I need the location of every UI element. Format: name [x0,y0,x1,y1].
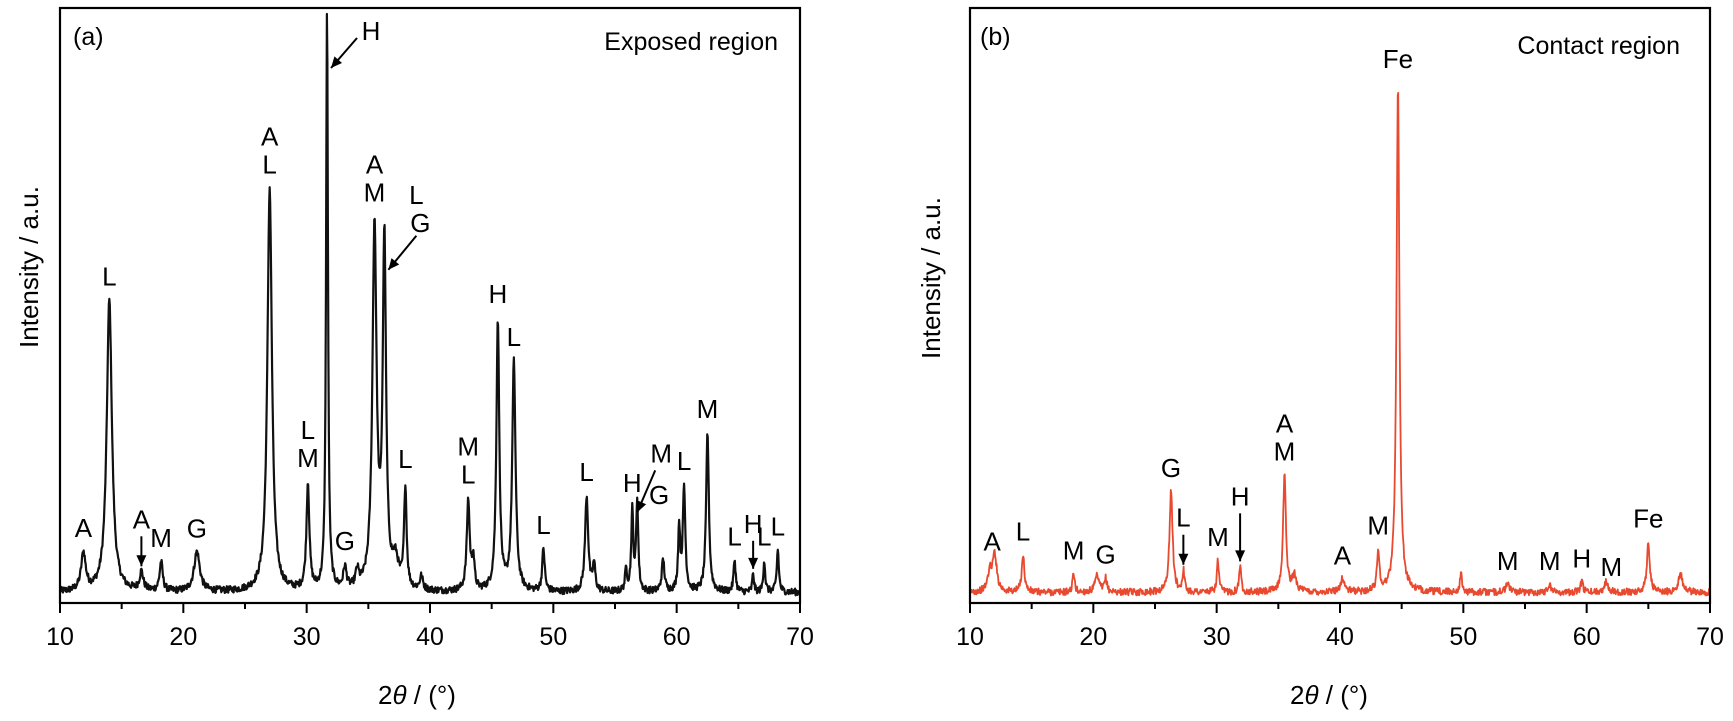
panel-a-peak-label: M [150,523,172,553]
panel-b-peak-label: M [1539,546,1561,576]
panel-b-x-axis-label-num: 2 [1290,680,1304,710]
panel-a-peak-label: M [297,443,319,473]
panel-a-peak-arrow-head [388,258,400,270]
panel-a-peak-label: M [650,438,672,468]
panel-a-x-axis-label-num: 2 [378,680,392,710]
panel-b-peak-label: A [1334,540,1352,570]
panel-b-peak-label: Fe [1633,504,1663,534]
panel-a-peak-arrow-head [748,557,759,569]
panel-b-peak-label: Fe [1383,44,1413,74]
panel-b-xrd-pattern-line [969,92,1711,597]
panel-b-peak-label: A [984,526,1002,556]
panel-b-x-tick-label: 60 [1573,623,1601,651]
panel-b-x-tick-label: 20 [1079,623,1107,651]
panel-b-y-axis-label: Intensity / a.u. [916,197,946,359]
panel-a-exposed-region: Intensity / a.u. (a) Exposed region 2θ /… [14,6,814,710]
panel-b-peak-label: L [1176,503,1190,533]
panel-b-x-tick-label: 40 [1326,623,1354,651]
panel-b-peak-label: A [1276,408,1294,438]
panel-a-peak-label: H [744,509,763,539]
panel-b-x-tick-label: 70 [1696,623,1724,651]
panel-b-contact-region: Intensity / a.u. (b) Contact region 2θ /… [916,6,1724,710]
panel-b-peak-label: M [1367,511,1389,541]
panel-a-peak-label: L [301,415,315,445]
panel-b-peak-label: L [1016,517,1030,547]
panel-b-x-tick-label: 10 [956,623,984,651]
panel-a-peak-label: L [536,510,550,540]
panel-a-peak-label: H [362,16,381,46]
panel-b-peak-arrow-head [1235,550,1246,562]
panel-a-x-axis-label-unit: / (°) [407,680,456,710]
panel-a-peak-label: A [261,122,279,152]
panel-b-x-axis-label: 2θ / (°) [1290,680,1368,710]
panel-b-peak-label: H [1572,544,1591,574]
panel-a-peak-label: H [488,279,507,309]
panel-b-x-axis-label-theta: θ [1304,680,1318,710]
panel-a-y-axis-label: Intensity / a.u. [14,186,44,348]
panel-a-x-tick-label: 20 [169,623,197,651]
panel-a-x-tick-label: 50 [539,623,567,651]
panel-a-peak-label: L [771,511,785,541]
panel-a-x-tick-label: 40 [416,623,444,651]
panel-b-peak-label: M [1207,522,1229,552]
panel-a-peak-label: L [507,322,521,352]
panel-a-peak-arrow-head [331,56,342,68]
panel-b-peak-label: M [1274,436,1296,466]
panel-a-peak-arrow-head [636,500,647,513]
panel-a-peak-label: L [102,261,116,291]
panel-a-x-tick-label: 30 [293,623,321,651]
panel-a-peak-label: L [677,446,691,476]
panel-a-peak-label: H [623,468,642,498]
panel-b-peak-label: M [1063,535,1085,565]
panel-a-peak-label: A [75,513,93,543]
panel-a-tag: (a) [73,23,104,51]
panel-a-peak-label: L [398,444,412,474]
panel-a-peak-label: L [727,522,741,552]
panel-b-peak-label: M [1497,546,1519,576]
panel-a-peak-label: L [757,522,771,552]
panel-b-tag: (b) [980,23,1011,51]
panel-a-peak-label: L [461,459,475,489]
panel-a-x-axis-label-theta: θ [392,680,406,710]
panel-b-peak-arrow-head [1178,553,1189,565]
panel-b-x-tick-label: 50 [1449,623,1477,651]
panel-a-x-tick-label: 10 [46,623,74,651]
panel-b-peak-label: G [1096,540,1116,570]
panel-b-plot-frame [968,6,1712,605]
panel-a-peak-label: G [335,526,355,556]
panel-a-xrd-pattern-line [58,12,801,597]
panel-b-peak-label: M [1600,552,1622,582]
panel-a-peak-label: G [649,480,669,510]
panel-a-peak-label: A [133,504,151,534]
panel-a-plot-frame [58,6,802,605]
panel-b-x-axis-label-unit: / (°) [1319,680,1368,710]
panel-b-peak-label: G [1161,453,1181,483]
panel-a-x-tick-label: 70 [786,623,814,651]
panel-a-peak-label: M [457,431,479,461]
panel-a-x-axis-label: 2θ / (°) [378,680,456,710]
panel-a-peak-label: L [262,150,276,180]
panel-a-peak-label: M [364,178,386,208]
panel-a-peak-label: G [187,513,207,543]
panel-a-peak-label: M [697,394,719,424]
panel-a-peak-arrow-head [136,555,147,567]
panel-b-peak-label: H [1231,481,1250,511]
panel-a-peak-label: G [410,208,430,238]
panel-a-peak-label: L [409,180,423,210]
panel-a-peak-label: L [579,457,593,487]
panel-a-title: Exposed region [604,28,778,56]
panel-b-x-tick-label: 30 [1203,623,1231,651]
panel-a-peak-label: A [366,150,384,180]
panel-b-title: Contact region [1517,32,1680,60]
panel-a-x-tick-label: 60 [663,623,691,651]
